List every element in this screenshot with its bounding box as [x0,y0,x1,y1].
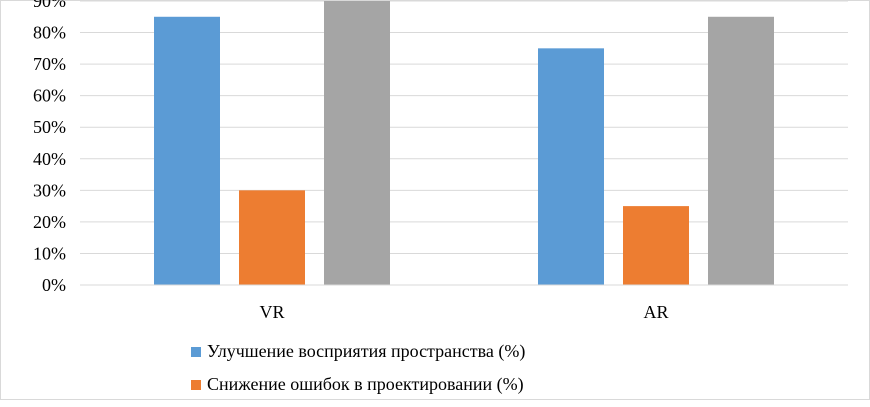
x-axis-ticks: VR AR [259,302,668,322]
y-tick-label: 0% [42,275,66,295]
bar [623,206,689,285]
y-tick-label: 40% [33,149,66,169]
legend-label-perception: Улучшение восприятия пространства (%) [207,341,526,361]
legend-label-errors: Снижение ошибок в проектировании (%) [207,374,524,394]
bar [154,16,220,286]
legend-swatch-perception [191,347,201,357]
x-tick-label: VR [259,302,284,322]
y-tick-label: 60% [33,86,66,106]
y-tick-label: 70% [33,54,66,74]
x-tick-label: AR [643,302,668,322]
y-tick-label: 30% [33,180,66,200]
y-tick-label: 50% [33,117,66,137]
bar [239,190,305,285]
legend-swatch-errors [191,380,201,390]
y-tick-label: 90% [33,0,66,11]
legend: Улучшение восприятия пространства (%) Сн… [191,341,525,407]
bars [154,1,774,286]
legend-item-perception: Улучшение восприятия пространства (%) [191,341,525,361]
y-tick-label: 80% [33,23,66,43]
legend-item-errors: Снижение ошибок в проектировании (%) [191,374,525,394]
bar [708,16,774,286]
y-tick-label: 10% [33,243,66,263]
y-tick-label: 20% [33,212,66,232]
y-axis-ticks: 0% 10% 20% 30% 40% 50% 60% 70% 80% 90% [33,0,66,295]
bar [324,1,390,285]
bar [538,48,604,286]
